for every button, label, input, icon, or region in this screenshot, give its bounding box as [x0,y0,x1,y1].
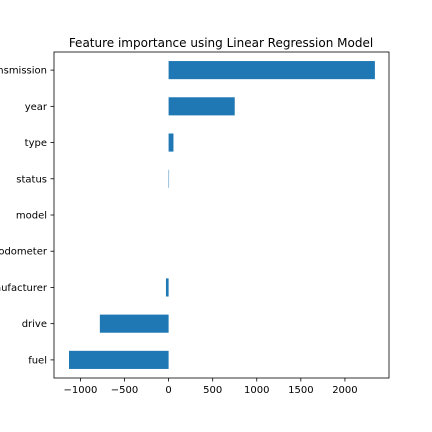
bar-type [168,133,174,152]
y-tick-label: manufacturer [0,283,48,294]
y-axis: transmission year type status model odometer m… [0,66,54,366]
y-tick-label: year [25,102,48,113]
y-tick-label: status [16,174,47,185]
y-tick-label: type [25,138,47,149]
x-tick-label: 1500 [288,385,313,396]
x-tick-label: 0 [165,385,171,396]
y-tick-label: odometer [0,247,48,258]
x-tick-label: 500 [203,385,222,396]
x-tick-label: 1000 [244,385,269,396]
x-tick-label: 2000 [332,385,357,396]
y-tick-label: fuel [28,355,47,366]
x-axis: −1000 −500 0 500 1000 1500 2000 [64,378,358,396]
plot-frame [53,51,390,379]
x-tick-label: −1000 [64,385,98,396]
bar-year [168,97,235,116]
bar-fuel [68,350,169,369]
bar-drive [99,314,169,333]
x-tick-label: −500 [111,385,138,396]
chart-title: Feature importance using Linear Regressi… [69,36,373,50]
y-tick-label: model [16,211,47,222]
y-tick-label: drive [22,319,47,330]
y-tick-label: transmission [0,66,47,77]
bars-layer [68,61,375,369]
bar-transmission [168,61,375,80]
bar-manufacturer [165,278,169,297]
